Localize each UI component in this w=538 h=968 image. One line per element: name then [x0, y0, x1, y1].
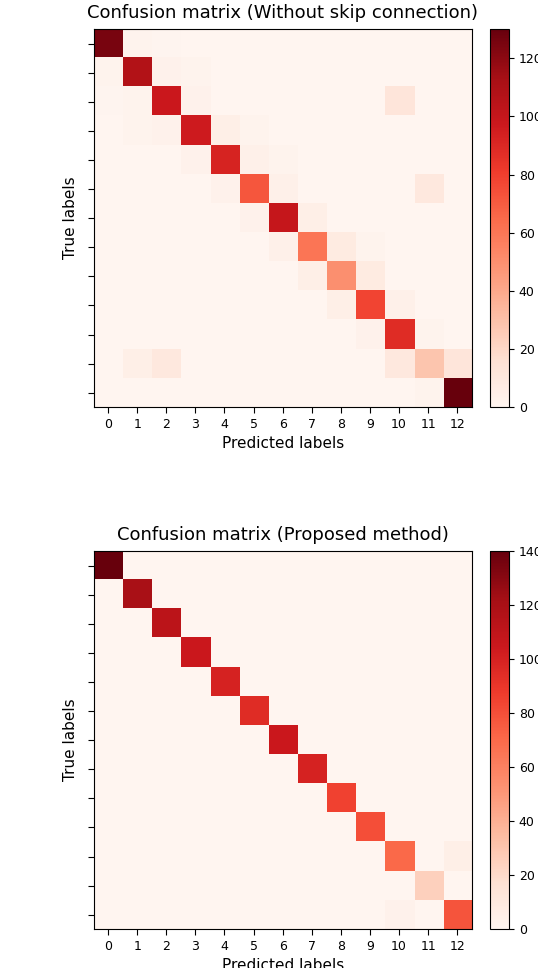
- X-axis label: Predicted labels: Predicted labels: [222, 437, 344, 451]
- Title: Confusion matrix (Without skip connection): Confusion matrix (Without skip connectio…: [87, 4, 478, 22]
- X-axis label: Predicted labels: Predicted labels: [222, 958, 344, 968]
- Y-axis label: True labels: True labels: [62, 177, 77, 259]
- Y-axis label: True labels: True labels: [62, 699, 77, 781]
- Title: Confusion matrix (Proposed method): Confusion matrix (Proposed method): [117, 526, 449, 544]
